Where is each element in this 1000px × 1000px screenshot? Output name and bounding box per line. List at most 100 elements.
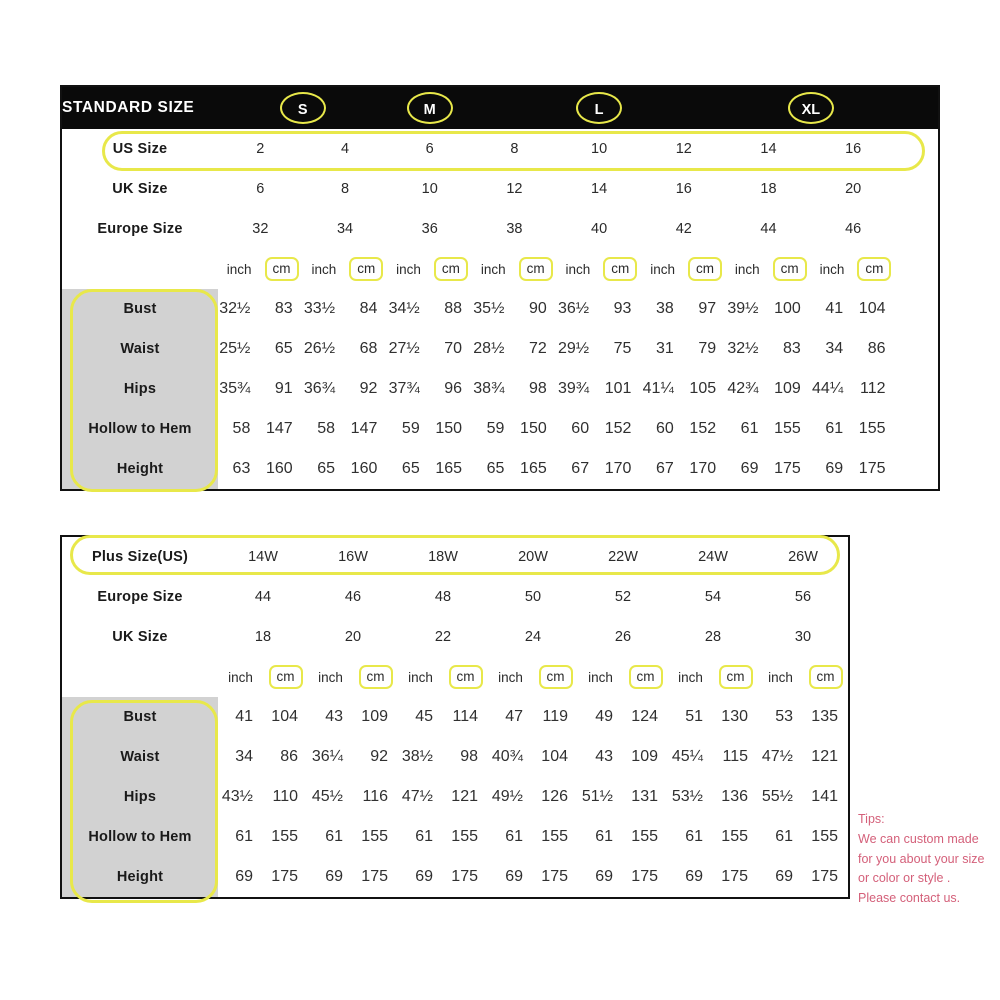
size-cell: 36	[421, 221, 438, 237]
measurement-cell: 92	[370, 748, 388, 765]
measurement-cell: 36¾	[303, 380, 336, 397]
measurement-cell: 160	[350, 460, 378, 477]
table-row: Europe Size 32 34 36 38 40 42 44 46	[62, 209, 938, 249]
measurement-cell: 69	[505, 868, 523, 885]
unit-cell-cm: cm	[599, 249, 641, 289]
measurement-cell: 67	[655, 460, 674, 477]
unit-cell-cm: cm	[353, 657, 398, 697]
size-cell: 10	[591, 141, 608, 157]
measurement-cell: 175	[451, 868, 478, 885]
measurement-cell: 36½	[557, 300, 590, 317]
measurement-cell: 40¾	[491, 748, 523, 765]
row-label: Hips	[62, 777, 218, 817]
tips-heading: Tips:	[858, 812, 885, 826]
measurement-cell: 49½	[491, 788, 523, 805]
measurement-cell: 38¾	[473, 380, 505, 397]
size-cell: 44	[760, 221, 777, 237]
measurement-cell: 41¼	[642, 380, 674, 397]
row-label: Bust	[62, 289, 218, 329]
size-badge-xl: XL	[787, 92, 834, 124]
measurement-cell: 152	[604, 420, 632, 437]
row-label: Europe Size	[62, 577, 218, 617]
measurement-cell: 116	[362, 788, 388, 805]
measurement-cell: 69	[415, 868, 433, 885]
measurement-cell: 51½	[581, 788, 613, 805]
row-label: Bust	[62, 697, 218, 737]
measurement-cell: 35½	[473, 300, 505, 317]
size-badge-s: S	[279, 92, 326, 124]
measurement-cell: 170	[689, 460, 717, 477]
measurement-cell: 44¼	[812, 380, 844, 397]
unit-cell-inch: inch	[480, 261, 506, 277]
measurement-cell: 98	[460, 748, 478, 765]
measurement-cell: 69	[740, 460, 759, 477]
measurement-cell: 61	[740, 420, 759, 437]
row-label: UK Size	[62, 169, 218, 209]
table-row: Hips 35¾ 91 36¾ 92 37¾ 96 38¾ 98 39¾ 101 41¼ 105 42¾ 1…	[62, 369, 938, 409]
highlight-cm-badge: cm	[264, 257, 299, 281]
measurement-cell: 155	[721, 828, 748, 845]
measurement-cell: 109	[631, 748, 658, 765]
measurement-cell: 175	[721, 868, 748, 885]
highlight-cm-badge: cm	[358, 665, 393, 689]
measurement-cell: 38½	[401, 748, 433, 765]
measurement-cell: 147	[350, 420, 378, 437]
highlight-cm-badge: cm	[857, 257, 892, 281]
size-cell: 18	[760, 181, 777, 197]
size-cell: 6	[425, 141, 434, 157]
measurement-cell: 121	[811, 748, 838, 765]
size-cell: 32	[252, 221, 269, 237]
measurement-cell: 51	[685, 708, 703, 725]
measurement-cell: 39½	[727, 300, 759, 317]
size-cell: 22W	[608, 549, 638, 565]
measurement-cell: 165	[520, 460, 547, 477]
measurement-cell: 79	[698, 340, 717, 357]
measurement-cell: 69	[825, 460, 844, 477]
measurement-cell: 170	[604, 460, 632, 477]
measurement-cell: 35¾	[219, 380, 251, 397]
row-label: Height	[62, 857, 218, 897]
unit-cell-inch: inch	[311, 261, 337, 277]
measurement-cell: 26½	[303, 340, 336, 357]
standard-size-grid: STANDARD SIZE S M L XL US Size 2 4 6 8 10 12 14…	[62, 87, 938, 489]
size-badge-cell-m: M	[345, 87, 514, 129]
measurement-cell: 67	[571, 460, 590, 477]
measurement-cell: 121	[451, 788, 478, 805]
measurement-cell: 155	[774, 420, 801, 437]
unit-cell-inch: inch	[408, 669, 433, 685]
measurement-cell: 38	[655, 300, 674, 317]
measurement-cell: 104	[858, 300, 886, 317]
measurement-cell: 150	[520, 420, 547, 437]
measurement-cell: 34½	[388, 300, 420, 317]
measurement-cell: 155	[361, 828, 388, 845]
measurement-cell: 110	[272, 788, 298, 805]
size-cell: 24W	[698, 549, 728, 565]
size-badge-cell-s: S	[260, 87, 345, 129]
measurement-cell: 61	[415, 828, 433, 845]
unit-cell-cm: cm	[443, 657, 488, 697]
size-cell: 12	[675, 141, 692, 157]
measurement-cell: 45¼	[671, 748, 703, 765]
measurement-cell: 70	[444, 340, 463, 357]
measurement-cell: 25½	[219, 340, 251, 357]
measurement-cell: 65	[317, 460, 336, 477]
measurement-cell: 141	[811, 788, 838, 805]
measurement-cell: 135	[811, 708, 838, 725]
size-cell: 30	[794, 629, 812, 645]
size-cell: 42	[675, 221, 692, 237]
measurement-cell: 104	[271, 708, 298, 725]
measurement-cell: 49	[595, 708, 613, 725]
unit-cell-inch: inch	[768, 669, 793, 685]
measurement-cell: 59	[401, 420, 420, 437]
measurement-cell: 165	[435, 460, 463, 477]
unit-cell-inch: inch	[226, 261, 252, 277]
size-cell: 26W	[788, 549, 818, 565]
measurement-cell: 155	[451, 828, 478, 845]
measurement-cell: 27½	[388, 340, 420, 357]
size-cell: 16W	[338, 549, 368, 565]
size-badge-cell-xl: XL	[684, 87, 938, 129]
row-label: Waist	[62, 329, 218, 369]
unit-cell-inch: inch	[650, 261, 675, 277]
plus-size-table: Plus Size(US) 14W 16W 18W 20W 22W 24W 26W Europe…	[60, 535, 850, 903]
size-cell: 18	[254, 629, 272, 645]
